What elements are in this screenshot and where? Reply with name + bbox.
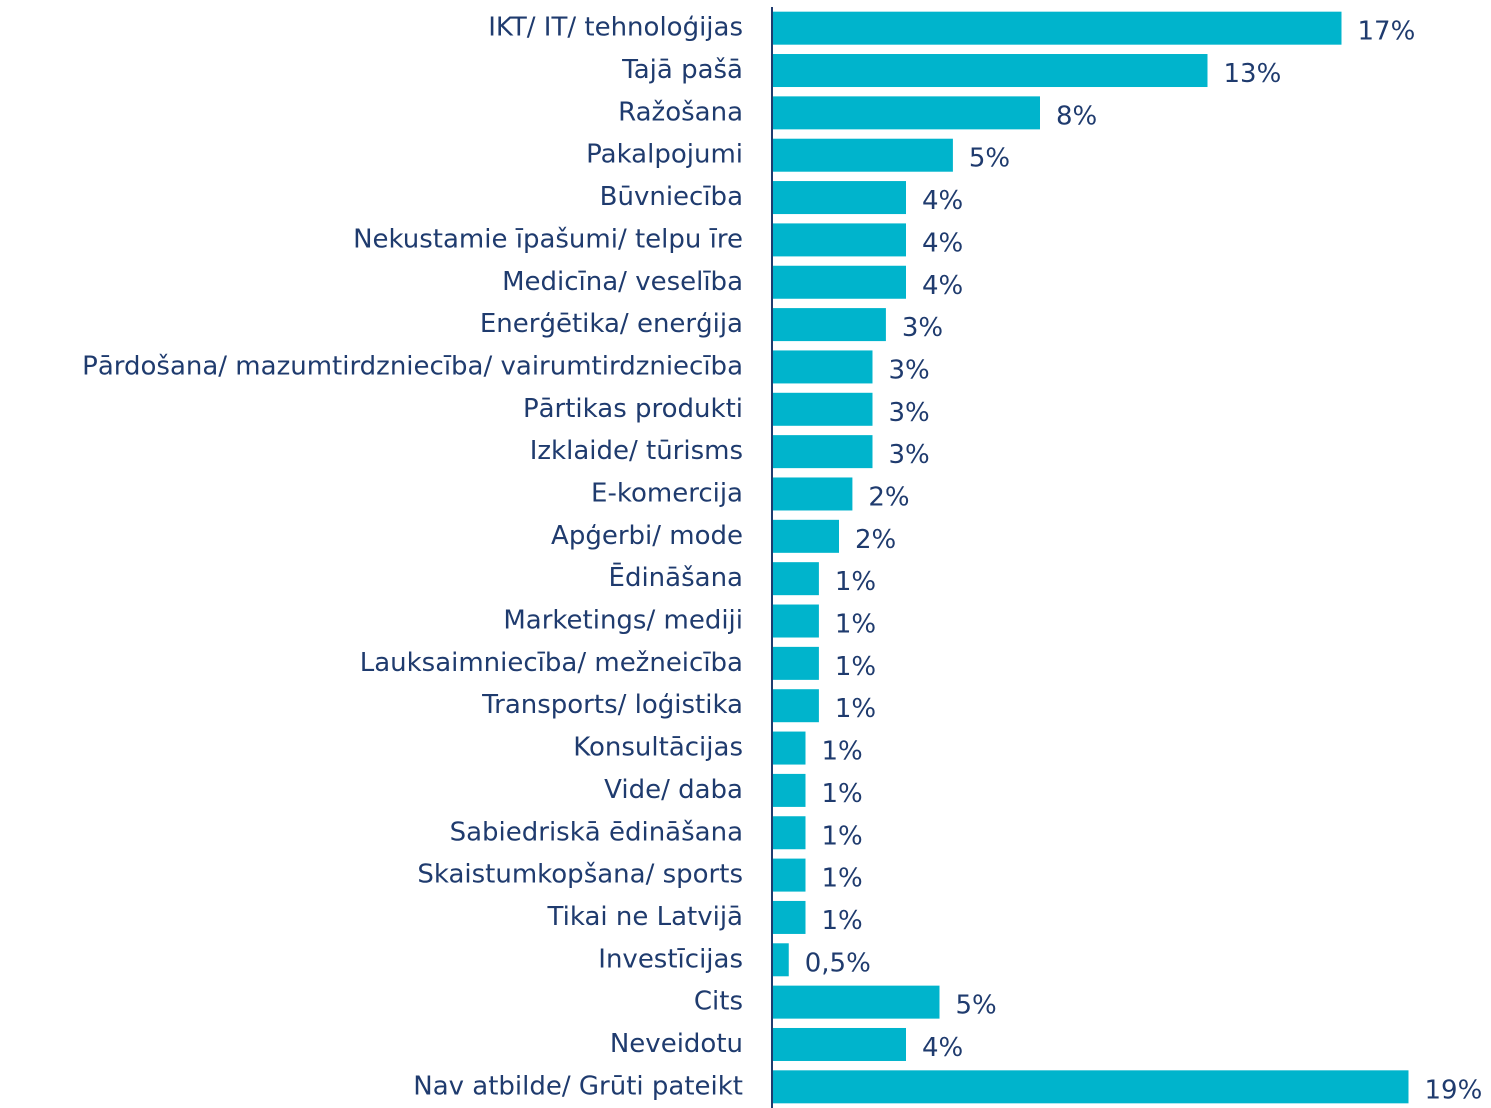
category-label: Nav atbilde/ Grūti pateikt [413, 1071, 743, 1101]
category-label: Ēdināšana [609, 562, 743, 593]
bar [772, 646, 819, 680]
bar [772, 562, 819, 596]
value-label: 3% [902, 313, 943, 343]
bar [772, 773, 806, 807]
category-label: Skaistumkopšana/ sports [417, 860, 743, 890]
bar [772, 54, 1208, 88]
category-label: Pārdošana/ mazumtirdzniecība/ vairumtird… [82, 351, 743, 381]
category-label: Transports/ loģistika [481, 690, 743, 720]
bar [772, 604, 819, 638]
value-label: 4% [922, 271, 963, 301]
category-label: Tikai ne Latvijā [547, 902, 743, 932]
bar [772, 1070, 1409, 1104]
value-label: 5% [956, 991, 997, 1021]
value-label: 3% [889, 398, 930, 428]
bar [772, 731, 806, 765]
value-label: 3% [889, 355, 930, 385]
category-label: Vide/ daba [604, 775, 743, 805]
category-label: Lauksaimniecība/ mežneicība [360, 648, 743, 678]
bar [772, 138, 953, 172]
category-label: E-komercija [591, 478, 743, 508]
bar [772, 392, 873, 426]
bar [772, 308, 886, 342]
value-label: 2% [855, 525, 896, 555]
value-label: 13% [1224, 59, 1282, 89]
bar [772, 477, 853, 511]
bar [772, 223, 906, 257]
category-label: Pārtikas produkti [523, 394, 743, 424]
value-label: 1% [822, 779, 863, 809]
bar [772, 181, 906, 215]
value-label: 8% [1056, 101, 1097, 131]
category-label: Enerģētika/ enerģija [480, 309, 743, 339]
category-label: Medicīna/ veselība [502, 267, 743, 297]
category-label: Nekustamie īpašumi/ telpu īre [353, 224, 743, 254]
value-label: 17% [1358, 17, 1416, 47]
value-label: 4% [922, 1033, 963, 1063]
value-label: 1% [822, 906, 863, 936]
category-label: Būvniecība [600, 182, 743, 212]
bar [772, 1027, 906, 1061]
bar [772, 900, 806, 934]
value-label: 1% [822, 737, 863, 767]
bar [772, 519, 839, 553]
bar [772, 943, 789, 977]
value-label: 1% [822, 821, 863, 851]
bar [772, 96, 1040, 130]
value-label: 1% [835, 610, 876, 640]
category-label: IKT/ IT/ tehnoloģijas [488, 13, 743, 43]
bar [772, 350, 873, 384]
bar [772, 689, 819, 723]
value-label: 1% [835, 652, 876, 682]
category-label: Tajā pašā [621, 55, 743, 85]
bar [772, 858, 806, 892]
value-label: 5% [969, 144, 1010, 174]
category-label: Marketings/ mediji [503, 606, 743, 636]
category-label: Neveidotu [610, 1029, 743, 1059]
bar [772, 816, 806, 850]
value-label: 1% [835, 694, 876, 724]
value-label: 4% [922, 228, 963, 258]
value-label: 1% [835, 567, 876, 597]
value-label: 0,5% [805, 948, 871, 978]
category-label: Investīcijas [598, 944, 743, 974]
bar [772, 435, 873, 469]
value-label: 2% [868, 482, 909, 512]
category-label: Cits [694, 987, 743, 1017]
category-label: Sabiedriskā ēdināšana [450, 817, 743, 847]
category-label: Konsultācijas [573, 733, 743, 763]
value-label: 4% [922, 186, 963, 216]
value-label: 1% [822, 864, 863, 894]
value-label: 19% [1425, 1075, 1483, 1105]
category-label: Ražošana [618, 97, 743, 127]
category-label: Izklaide/ tūrisms [530, 436, 743, 466]
category-label: Pakalpojumi [586, 140, 743, 170]
category-label: Apģerbi/ mode [551, 521, 743, 551]
value-label: 3% [889, 440, 930, 470]
bar [772, 985, 940, 1019]
bar [772, 11, 1342, 45]
bar [772, 265, 906, 299]
